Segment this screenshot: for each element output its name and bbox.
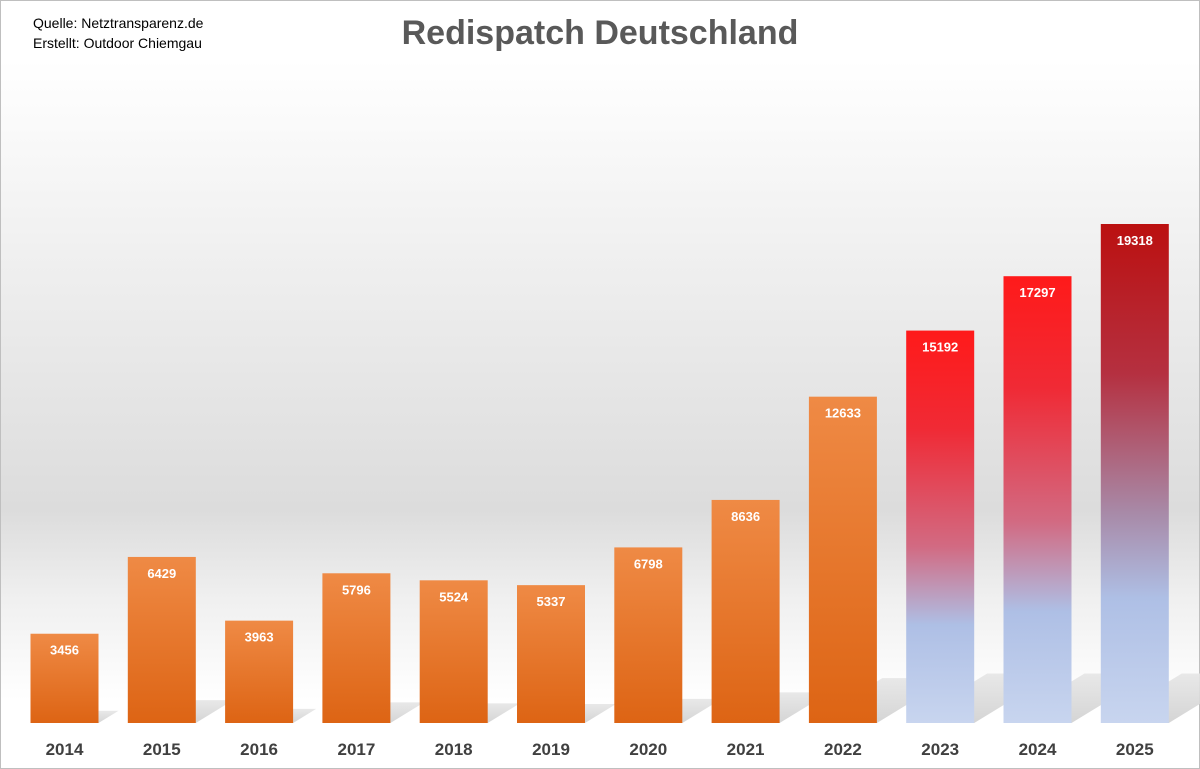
value-label: 5337 bbox=[537, 594, 566, 609]
value-label: 19318 bbox=[1117, 233, 1153, 248]
chart-title: Redispatch Deutschland bbox=[401, 14, 799, 52]
bar-2018 bbox=[419, 580, 488, 723]
value-label: 15192 bbox=[922, 340, 958, 355]
bar-2014 bbox=[30, 633, 99, 723]
x-tick-label: 2019 bbox=[532, 740, 570, 759]
value-label: 6798 bbox=[634, 556, 663, 571]
bar-2015 bbox=[127, 556, 196, 723]
created-line: Erstellt: Outdoor Chiemgau bbox=[33, 35, 202, 51]
bar-2023 bbox=[906, 330, 975, 723]
x-tick-label: 2015 bbox=[143, 740, 181, 759]
x-tick-labels-group: 2014 2015 2016 2017 2018 2019 2020 2021 2022 2023… bbox=[46, 740, 1154, 759]
value-label: 6429 bbox=[147, 566, 176, 581]
value-label: 3963 bbox=[245, 630, 274, 645]
bars-group bbox=[30, 224, 1169, 723]
value-label: 5796 bbox=[342, 582, 371, 597]
x-tick-label: 2020 bbox=[629, 740, 667, 759]
x-tick-label: 2018 bbox=[435, 740, 473, 759]
x-tick-label: 2017 bbox=[337, 740, 375, 759]
bar-2016 bbox=[225, 620, 294, 723]
source-line: Quelle: Netztransparenz.de bbox=[33, 15, 204, 31]
bar-2025 bbox=[1100, 224, 1169, 723]
x-tick-label: 2025 bbox=[1116, 740, 1154, 759]
x-tick-label: 2024 bbox=[1019, 740, 1057, 759]
x-tick-label: 2022 bbox=[824, 740, 862, 759]
x-tick-label: 2021 bbox=[727, 740, 765, 759]
bar-2021 bbox=[711, 499, 780, 723]
bar-2017 bbox=[322, 573, 391, 723]
x-tick-label: 2023 bbox=[921, 740, 959, 759]
bar-2022 bbox=[808, 396, 877, 723]
x-tick-label: 2014 bbox=[46, 740, 84, 759]
x-tick-label: 2016 bbox=[240, 740, 278, 759]
value-label: 12633 bbox=[825, 406, 861, 421]
source-info: Quelle: Netztransparenz.de Erstellt: Out… bbox=[33, 13, 203, 53]
bar-2024 bbox=[1003, 276, 1072, 723]
bar-2020 bbox=[614, 547, 683, 723]
bar-2019 bbox=[517, 585, 585, 723]
value-labels-group: 3456 6429 3963 5796 5524 5337 6798 8636 12633 151… bbox=[50, 233, 1153, 658]
value-label: 5524 bbox=[439, 589, 469, 604]
value-label: 8636 bbox=[731, 509, 760, 524]
value-label: 3456 bbox=[50, 643, 79, 658]
value-label: 17297 bbox=[1019, 285, 1055, 300]
